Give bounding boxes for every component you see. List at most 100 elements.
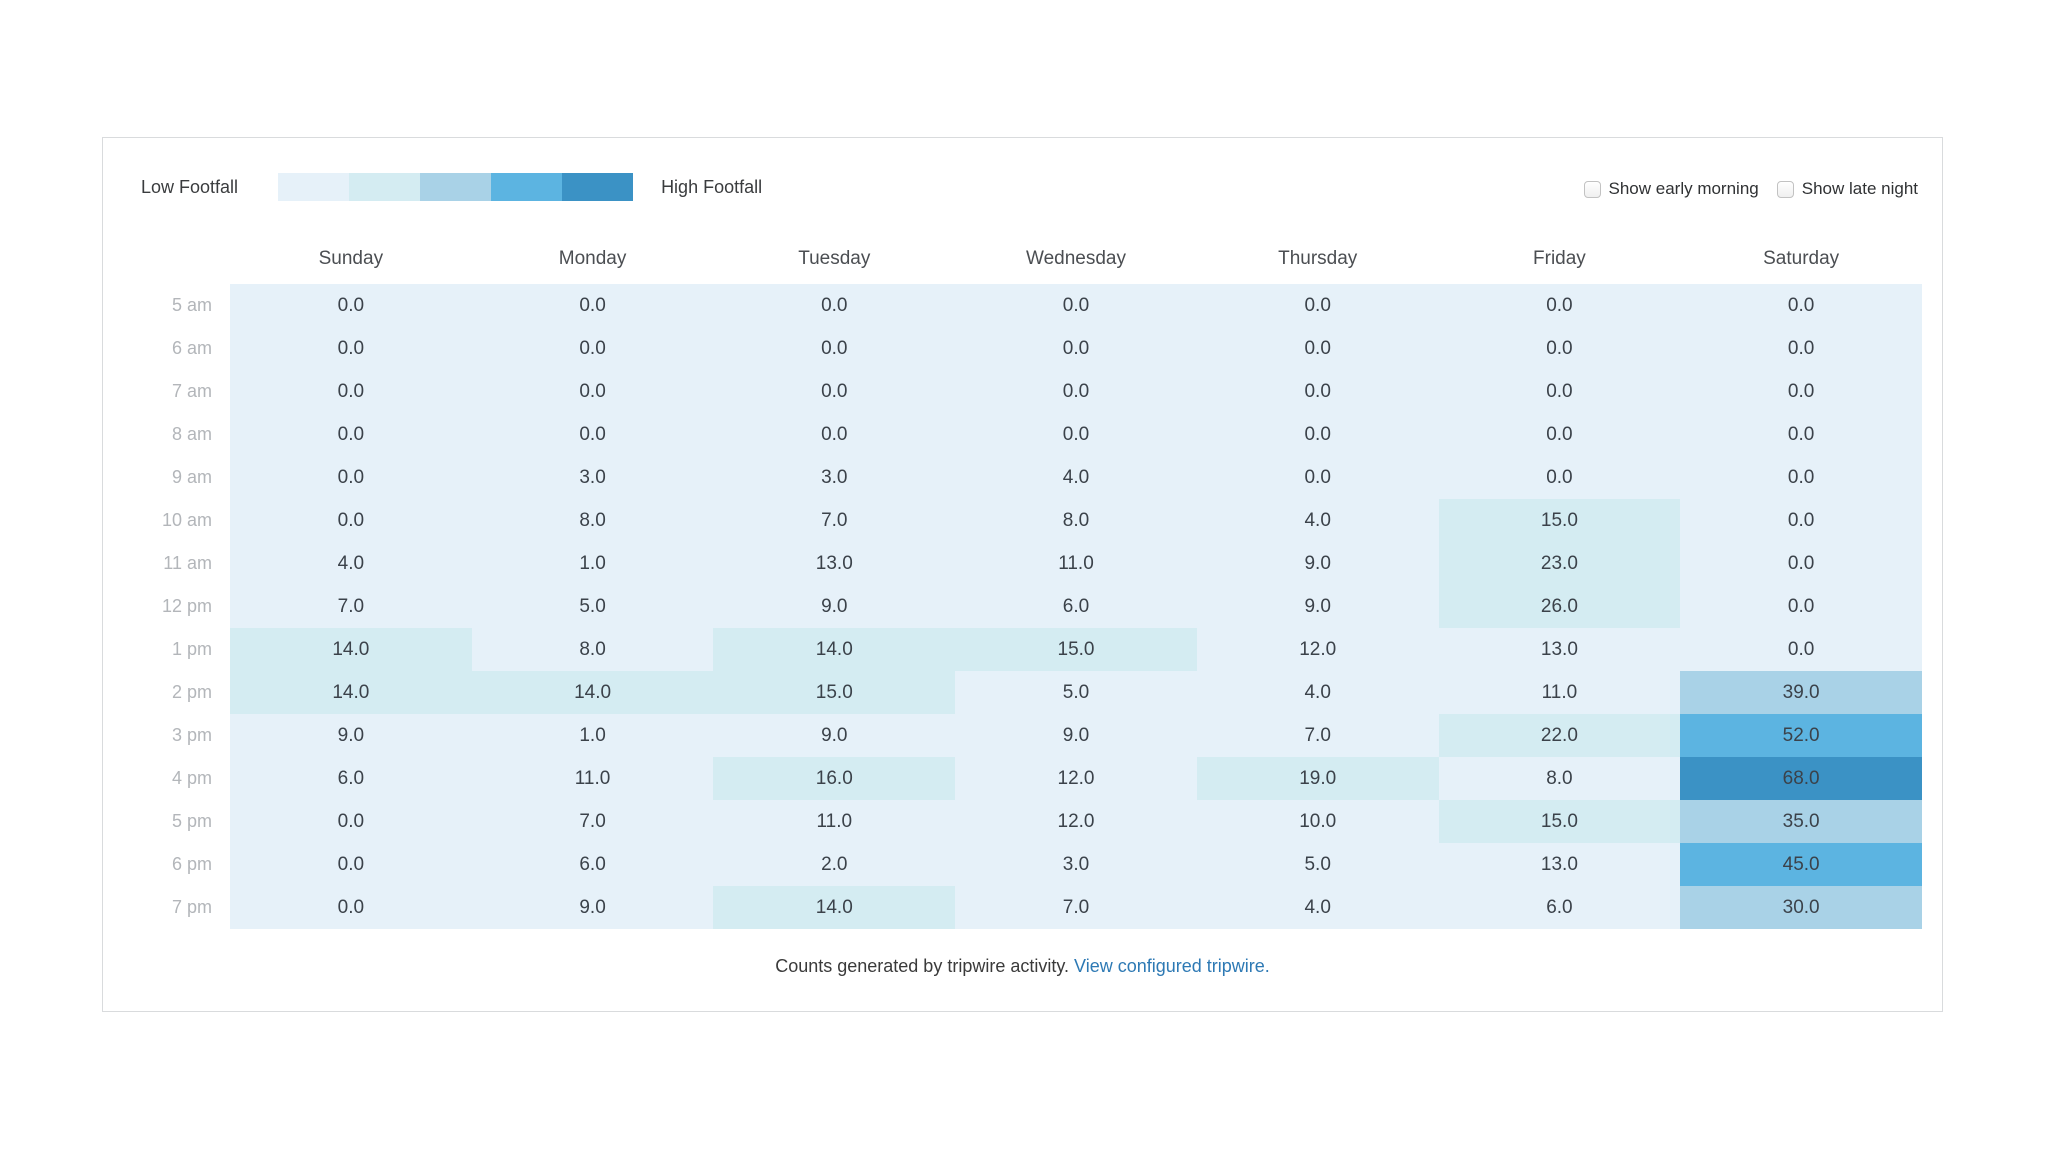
hour-label: 7 am bbox=[171, 381, 212, 401]
hour-label: 5 pm bbox=[171, 811, 212, 831]
early-morning-checkbox[interactable] bbox=[1583, 180, 1601, 198]
heatmap-cell: 4.0 bbox=[1196, 671, 1439, 714]
toggle-early-morning: Show early morning bbox=[1583, 179, 1759, 199]
heatmap-cell: 11.0 bbox=[955, 542, 1197, 585]
heatmap-cell: 0.0 bbox=[230, 284, 472, 327]
heatmap-cell: 4.0 bbox=[1196, 499, 1439, 542]
heatmap-row: 7 am 0.0 0.0 0.0 0.0 0.0 0.0 0.0 bbox=[104, 370, 1922, 413]
footfall-heatmap-table: Sunday Monday Tuesday Wednesday Thursday Frid… bbox=[104, 234, 1922, 929]
heatmap-cell: 0.0 bbox=[955, 284, 1197, 327]
heatmap-cell: 9.0 bbox=[955, 714, 1197, 757]
display-toggles: Show early morning Show late night bbox=[1583, 179, 1918, 199]
day-header: Wednesday bbox=[1025, 248, 1126, 269]
heatmap-cell: 15.0 bbox=[1438, 800, 1681, 843]
heatmap-cell: 2.0 bbox=[713, 843, 956, 886]
heatmap-cell: 0.0 bbox=[713, 284, 956, 327]
heatmap-cell: 0.0 bbox=[1196, 456, 1439, 499]
heatmap-row: 5 am 0.0 0.0 0.0 0.0 0.0 0.0 0.0 bbox=[104, 284, 1922, 327]
heatmap-cell: 9.0 bbox=[1196, 542, 1439, 585]
heatmap-cell: 0.0 bbox=[955, 370, 1197, 413]
heatmap-cell: 35.0 bbox=[1680, 800, 1922, 843]
heatmap-cell: 0.0 bbox=[230, 499, 472, 542]
heatmap-row: 6 pm 0.0 6.0 2.0 3.0 5.0 13.0 45.0 bbox=[104, 843, 1922, 886]
heatmap-cell: 7.0 bbox=[1196, 714, 1439, 757]
heatmap-cell: 11.0 bbox=[471, 757, 714, 800]
heatmap-header-row: Sunday Monday Tuesday Wednesday Thursday Frid… bbox=[104, 234, 1922, 284]
heatmap-cell: 0.0 bbox=[471, 284, 714, 327]
heatmap-cell: 13.0 bbox=[713, 542, 956, 585]
late-night-checkbox[interactable] bbox=[1776, 180, 1794, 198]
heatmap-cell: 14.0 bbox=[713, 628, 956, 671]
hour-label: 10 am bbox=[161, 510, 212, 530]
heatmap-cell: 6.0 bbox=[955, 585, 1197, 628]
heatmap-cell: 14.0 bbox=[713, 886, 956, 929]
heatmap-cell: 0.0 bbox=[1196, 284, 1439, 327]
legend-swatch bbox=[420, 173, 492, 201]
heatmap-cell: 0.0 bbox=[1680, 499, 1922, 542]
heatmap-cell: 0.0 bbox=[713, 370, 956, 413]
heatmap-row: 11 am 4.0 1.0 13.0 11.0 9.0 23.0 0.0 bbox=[104, 542, 1922, 585]
heatmap-cell: 3.0 bbox=[955, 843, 1197, 886]
heatmap-cell: 5.0 bbox=[1196, 843, 1439, 886]
heatmap-cell: 52.0 bbox=[1680, 714, 1922, 757]
heatmap-cell: 14.0 bbox=[471, 671, 714, 714]
legend-swatch bbox=[349, 173, 421, 201]
hour-label: 6 am bbox=[171, 338, 212, 358]
heatmap-cell: 7.0 bbox=[471, 800, 714, 843]
heatmap-cell: 0.0 bbox=[1680, 628, 1922, 671]
heatmap-cell: 9.0 bbox=[713, 585, 956, 628]
heatmap-cell: 13.0 bbox=[1438, 843, 1681, 886]
toggle-late-night: Show late night bbox=[1776, 179, 1918, 199]
heatmap-cell: 19.0 bbox=[1196, 757, 1439, 800]
heatmap-cell: 0.0 bbox=[230, 456, 472, 499]
heatmap-cell: 1.0 bbox=[471, 542, 714, 585]
legend-low-label: Low Footfall bbox=[141, 176, 239, 197]
heatmap-cell: 0.0 bbox=[230, 370, 472, 413]
heatmap-cell: 5.0 bbox=[955, 671, 1197, 714]
heatmap-cell: 6.0 bbox=[1438, 886, 1681, 929]
heatmap-cell: 26.0 bbox=[1438, 585, 1681, 628]
heatmap-cell: 0.0 bbox=[1438, 327, 1681, 370]
late-night-label: Show late night bbox=[1801, 179, 1918, 198]
footer-text: Counts generated by tripwire activity. bbox=[775, 956, 1075, 976]
heatmap-cell: 14.0 bbox=[230, 671, 472, 714]
heatmap-row: 12 pm 7.0 5.0 9.0 6.0 9.0 26.0 0.0 bbox=[104, 585, 1922, 628]
view-tripwire-link[interactable]: View configured tripwire. bbox=[1074, 956, 1270, 976]
day-header: Sunday bbox=[318, 248, 384, 269]
heatmap-cell: 14.0 bbox=[230, 628, 472, 671]
hour-label: 3 pm bbox=[171, 725, 212, 745]
heatmap-cell: 1.0 bbox=[471, 714, 714, 757]
heatmap-row: 7 pm 0.0 9.0 14.0 7.0 4.0 6.0 30.0 bbox=[104, 886, 1922, 929]
hour-label: 4 pm bbox=[171, 768, 212, 788]
heatmap-cell: 5.0 bbox=[471, 585, 714, 628]
heatmap-cell: 0.0 bbox=[471, 327, 714, 370]
hour-label: 7 pm bbox=[171, 897, 212, 917]
heatmap-row: 8 am 0.0 0.0 0.0 0.0 0.0 0.0 0.0 bbox=[104, 413, 1922, 456]
heatmap-cell: 16.0 bbox=[713, 757, 956, 800]
heatmap-cell: 0.0 bbox=[1680, 284, 1922, 327]
heatmap-cell: 15.0 bbox=[1438, 499, 1681, 542]
hour-label: 9 am bbox=[171, 467, 212, 487]
heatmap-cell: 0.0 bbox=[1438, 284, 1681, 327]
heatmap-cell: 8.0 bbox=[471, 499, 714, 542]
heatmap-cell: 68.0 bbox=[1680, 757, 1922, 800]
heatmap-cell: 12.0 bbox=[955, 800, 1197, 843]
hour-label: 8 am bbox=[171, 424, 212, 444]
hour-label: 11 am bbox=[163, 553, 212, 573]
heatmap-cell: 0.0 bbox=[1196, 413, 1439, 456]
legend-swatches bbox=[278, 173, 634, 201]
hour-label: 6 pm bbox=[171, 854, 212, 874]
heatmap-row: 1 pm 14.0 8.0 14.0 15.0 12.0 13.0 0.0 bbox=[104, 628, 1922, 671]
heatmap-cell: 8.0 bbox=[471, 628, 714, 671]
day-header: Monday bbox=[558, 248, 627, 269]
heatmap-cell: 13.0 bbox=[1438, 628, 1681, 671]
heatmap-cell: 0.0 bbox=[1680, 456, 1922, 499]
heatmap-row: 3 pm 9.0 1.0 9.0 9.0 7.0 22.0 52.0 bbox=[104, 714, 1922, 757]
footfall-heatmap-card: Low Footfall High Footfall Show early mo… bbox=[102, 137, 1943, 1012]
heatmap-cell: 0.0 bbox=[230, 886, 472, 929]
heatmap-cell: 0.0 bbox=[1680, 542, 1922, 585]
heatmap-cell: 0.0 bbox=[230, 843, 472, 886]
heatmap-cell: 0.0 bbox=[1438, 456, 1681, 499]
footfall-legend: Low Footfall High Footfall bbox=[141, 173, 762, 201]
day-header: Tuesday bbox=[798, 248, 871, 269]
